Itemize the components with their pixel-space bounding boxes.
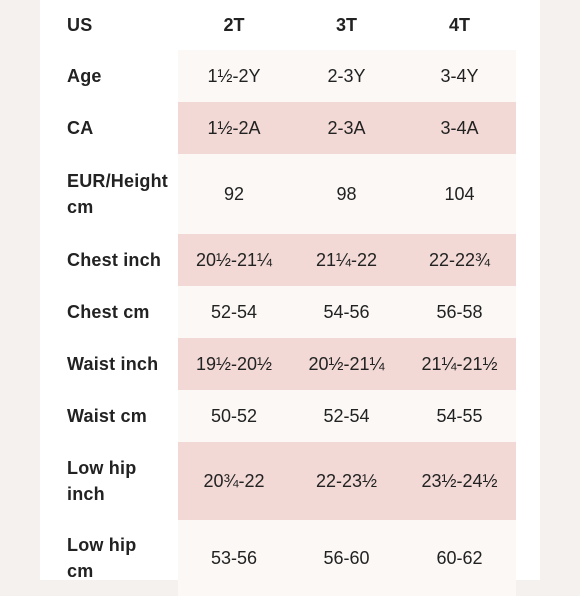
row-label: Waist cm: [67, 406, 147, 426]
table-cell: 54-56: [323, 301, 370, 322]
header-col-3t: 3T: [335, 14, 357, 35]
row-band: [178, 338, 516, 390]
table-cell: 56-58: [436, 301, 483, 322]
row-label: Low hip cm: [67, 535, 137, 581]
table-cell: 50-52: [210, 405, 258, 426]
table-cell: 22-23½: [315, 470, 378, 491]
row-band: [178, 154, 516, 234]
table-row: Low hip cm 53-56 56-60 60-62: [40, 520, 540, 596]
table-cell: 20¾-22: [203, 470, 265, 491]
header-col-2t: 2T: [223, 14, 245, 35]
table-cell: 3-4Y: [440, 65, 479, 86]
row-band: [178, 286, 516, 338]
table-cell: 104: [444, 183, 475, 204]
table-row: Age 1½-2Y 2-3Y 3-4Y: [40, 50, 540, 102]
table-row: CA 1½-2A 2-3A 3-4A: [40, 102, 540, 154]
table-cell: 52-54: [210, 301, 258, 322]
table-cell: 21¼-22: [315, 249, 378, 270]
row-label: EUR/Height cm: [67, 171, 168, 217]
header-label-us: US: [67, 15, 93, 35]
table-cell: 60-62: [436, 547, 483, 568]
table-header-row: US 2T 3T 4T: [40, 0, 540, 50]
table-row: Chest inch 20½-21¼ 21¼-22 22-22¾: [40, 234, 540, 286]
table-cell: 2-3A: [327, 117, 366, 138]
size-chart: US 2T 3T 4T Age 1½-2Y 2-3Y 3-4Y CA 1½-2A…: [40, 0, 540, 596]
table-cell: 52-54: [323, 405, 370, 426]
table-cell: 2-3Y: [327, 65, 366, 86]
row-band: [178, 50, 516, 102]
table-row: Low hip inch 20¾-22 22-23½ 23½-24½: [40, 442, 540, 520]
table-cell: 23½-24½: [421, 470, 498, 491]
table-cell: 56-60: [323, 547, 370, 568]
row-band: [178, 390, 516, 442]
table-row: Waist cm 50-52 52-54 54-55: [40, 390, 540, 442]
row-label: Chest cm: [67, 302, 150, 322]
table-cell: 21¼-21½: [421, 353, 498, 374]
table-cell: 20½-21¼: [195, 249, 273, 270]
table-cell: 1½-2Y: [207, 65, 261, 86]
row-label: Waist inch: [67, 354, 159, 374]
row-label: Chest inch: [67, 250, 162, 270]
table-cell: 98: [336, 183, 357, 204]
table-cell: 54-55: [436, 405, 483, 426]
header-col-4t: 4T: [448, 14, 470, 35]
row-band: [178, 234, 516, 286]
table-cell: 20½-21¼: [308, 353, 385, 374]
table-cell: 19½-20½: [195, 353, 273, 374]
table-row: Chest cm 52-54 54-56 56-58: [40, 286, 540, 338]
table-cell: 3-4A: [440, 117, 479, 138]
row-label: CA: [67, 118, 94, 138]
table-cell: 1½-2A: [207, 117, 261, 138]
table-cell: 92: [223, 183, 245, 204]
table-row: EUR/Height cm 92 98 104: [40, 154, 540, 234]
row-label: Age: [67, 66, 102, 86]
row-band: [178, 442, 516, 520]
table-cell: 53-56: [210, 547, 258, 568]
row-band: [178, 102, 516, 154]
table-cell: 22-22¾: [428, 249, 491, 270]
table-row: Waist inch 19½-20½ 20½-21¼ 21¼-21½: [40, 338, 540, 390]
row-label: Low hip inch: [67, 458, 137, 504]
